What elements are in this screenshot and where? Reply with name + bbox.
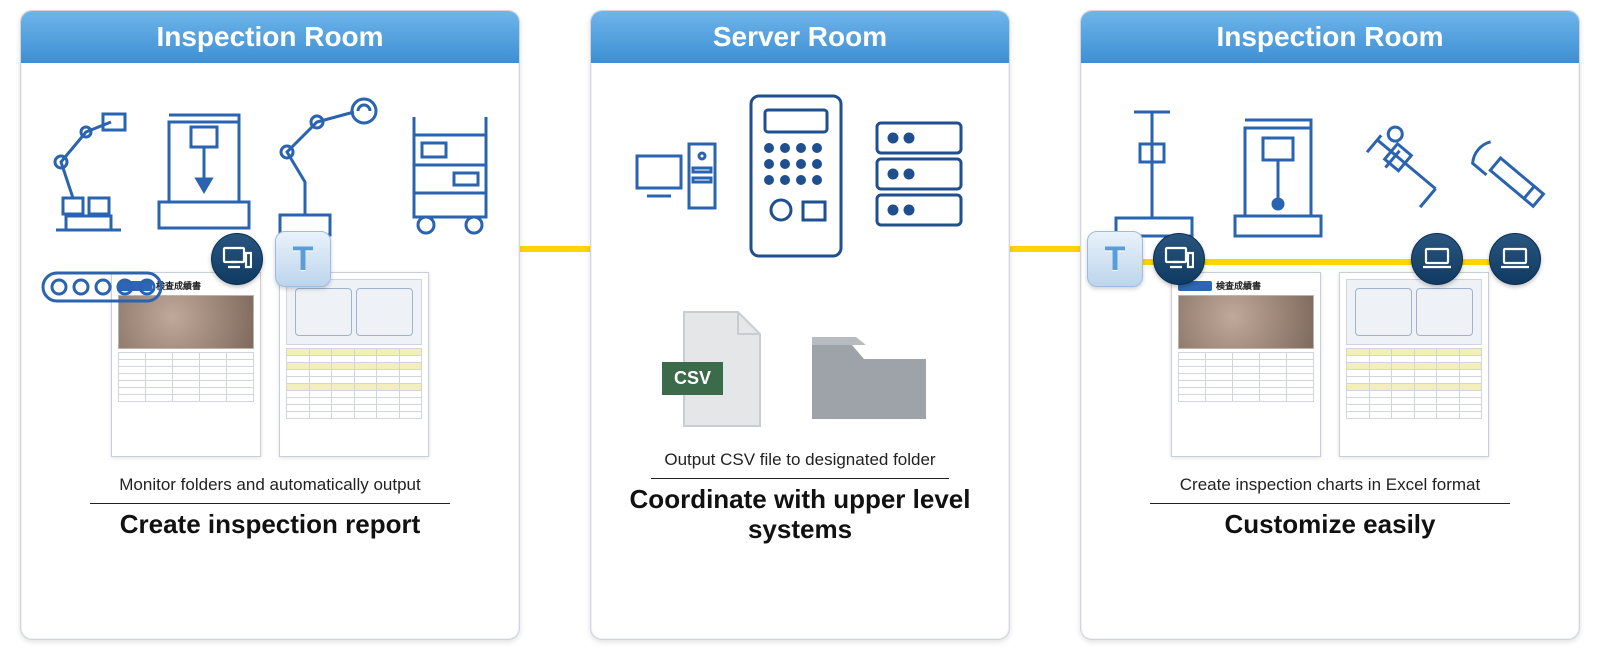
- file-icons-row: CSV: [662, 303, 938, 438]
- report-drawing-thumbnail: [279, 272, 429, 457]
- caption-big: Customize easily: [1225, 510, 1436, 540]
- panel-server: Server Room: [590, 10, 1010, 640]
- caliper-icon: [1352, 102, 1447, 242]
- equipment-row: [1099, 77, 1561, 242]
- divider: [90, 503, 450, 504]
- divider: [651, 478, 949, 479]
- server-tower-icon: [741, 90, 851, 265]
- caption-big: Coordinate with upper level systems: [609, 485, 991, 545]
- robot-wrench-icon: [272, 97, 387, 242]
- divider: [1150, 503, 1510, 504]
- laptop-badge: [1411, 233, 1463, 285]
- panel-header: Inspection Room: [1081, 11, 1579, 63]
- server-icons: [609, 77, 991, 277]
- micrometer-icon: [1466, 102, 1556, 242]
- conveyor-icon: [37, 263, 167, 311]
- t-badge: T: [275, 231, 331, 287]
- caption-small: Create inspection charts in Excel format: [1180, 475, 1480, 495]
- rack-icon: [871, 117, 967, 237]
- equipment-row: [39, 77, 501, 242]
- robot-arm-icon: [41, 102, 136, 242]
- caption-small: Monitor folders and automatically output: [119, 475, 420, 495]
- desktop-pc-icon: [633, 122, 721, 232]
- monitor-badge: [1153, 233, 1205, 285]
- panel-header: Inspection Room: [21, 11, 519, 63]
- report-part-thumbnail: 検査成績書: [1171, 272, 1321, 457]
- panel-inspection-left: Inspection Room: [20, 10, 520, 640]
- folder-icon: [798, 311, 938, 431]
- trolley-icon: [400, 97, 500, 242]
- csv-label: CSV: [662, 362, 723, 395]
- caption-small: Output CSV file to designated folder: [664, 450, 935, 470]
- csv-file-icon: CSV: [662, 306, 772, 436]
- panel-inspection-right: Inspection Room: [1080, 10, 1580, 640]
- diagram-stage: Inspection Room: [0, 0, 1600, 650]
- laptop-badge: [1489, 233, 1541, 285]
- height-gauge-icon: [1104, 92, 1204, 242]
- panel-header: Server Room: [591, 11, 1009, 63]
- press-gauge-icon: [1223, 92, 1333, 242]
- t-badge: T: [1087, 231, 1143, 287]
- report-thumbnails: 検査成績書: [1171, 272, 1489, 457]
- cmm-machine-icon: [149, 87, 259, 242]
- report-drawing-thumbnail: [1339, 272, 1489, 457]
- caption-big: Create inspection report: [120, 510, 421, 540]
- monitor-badge: [211, 233, 263, 285]
